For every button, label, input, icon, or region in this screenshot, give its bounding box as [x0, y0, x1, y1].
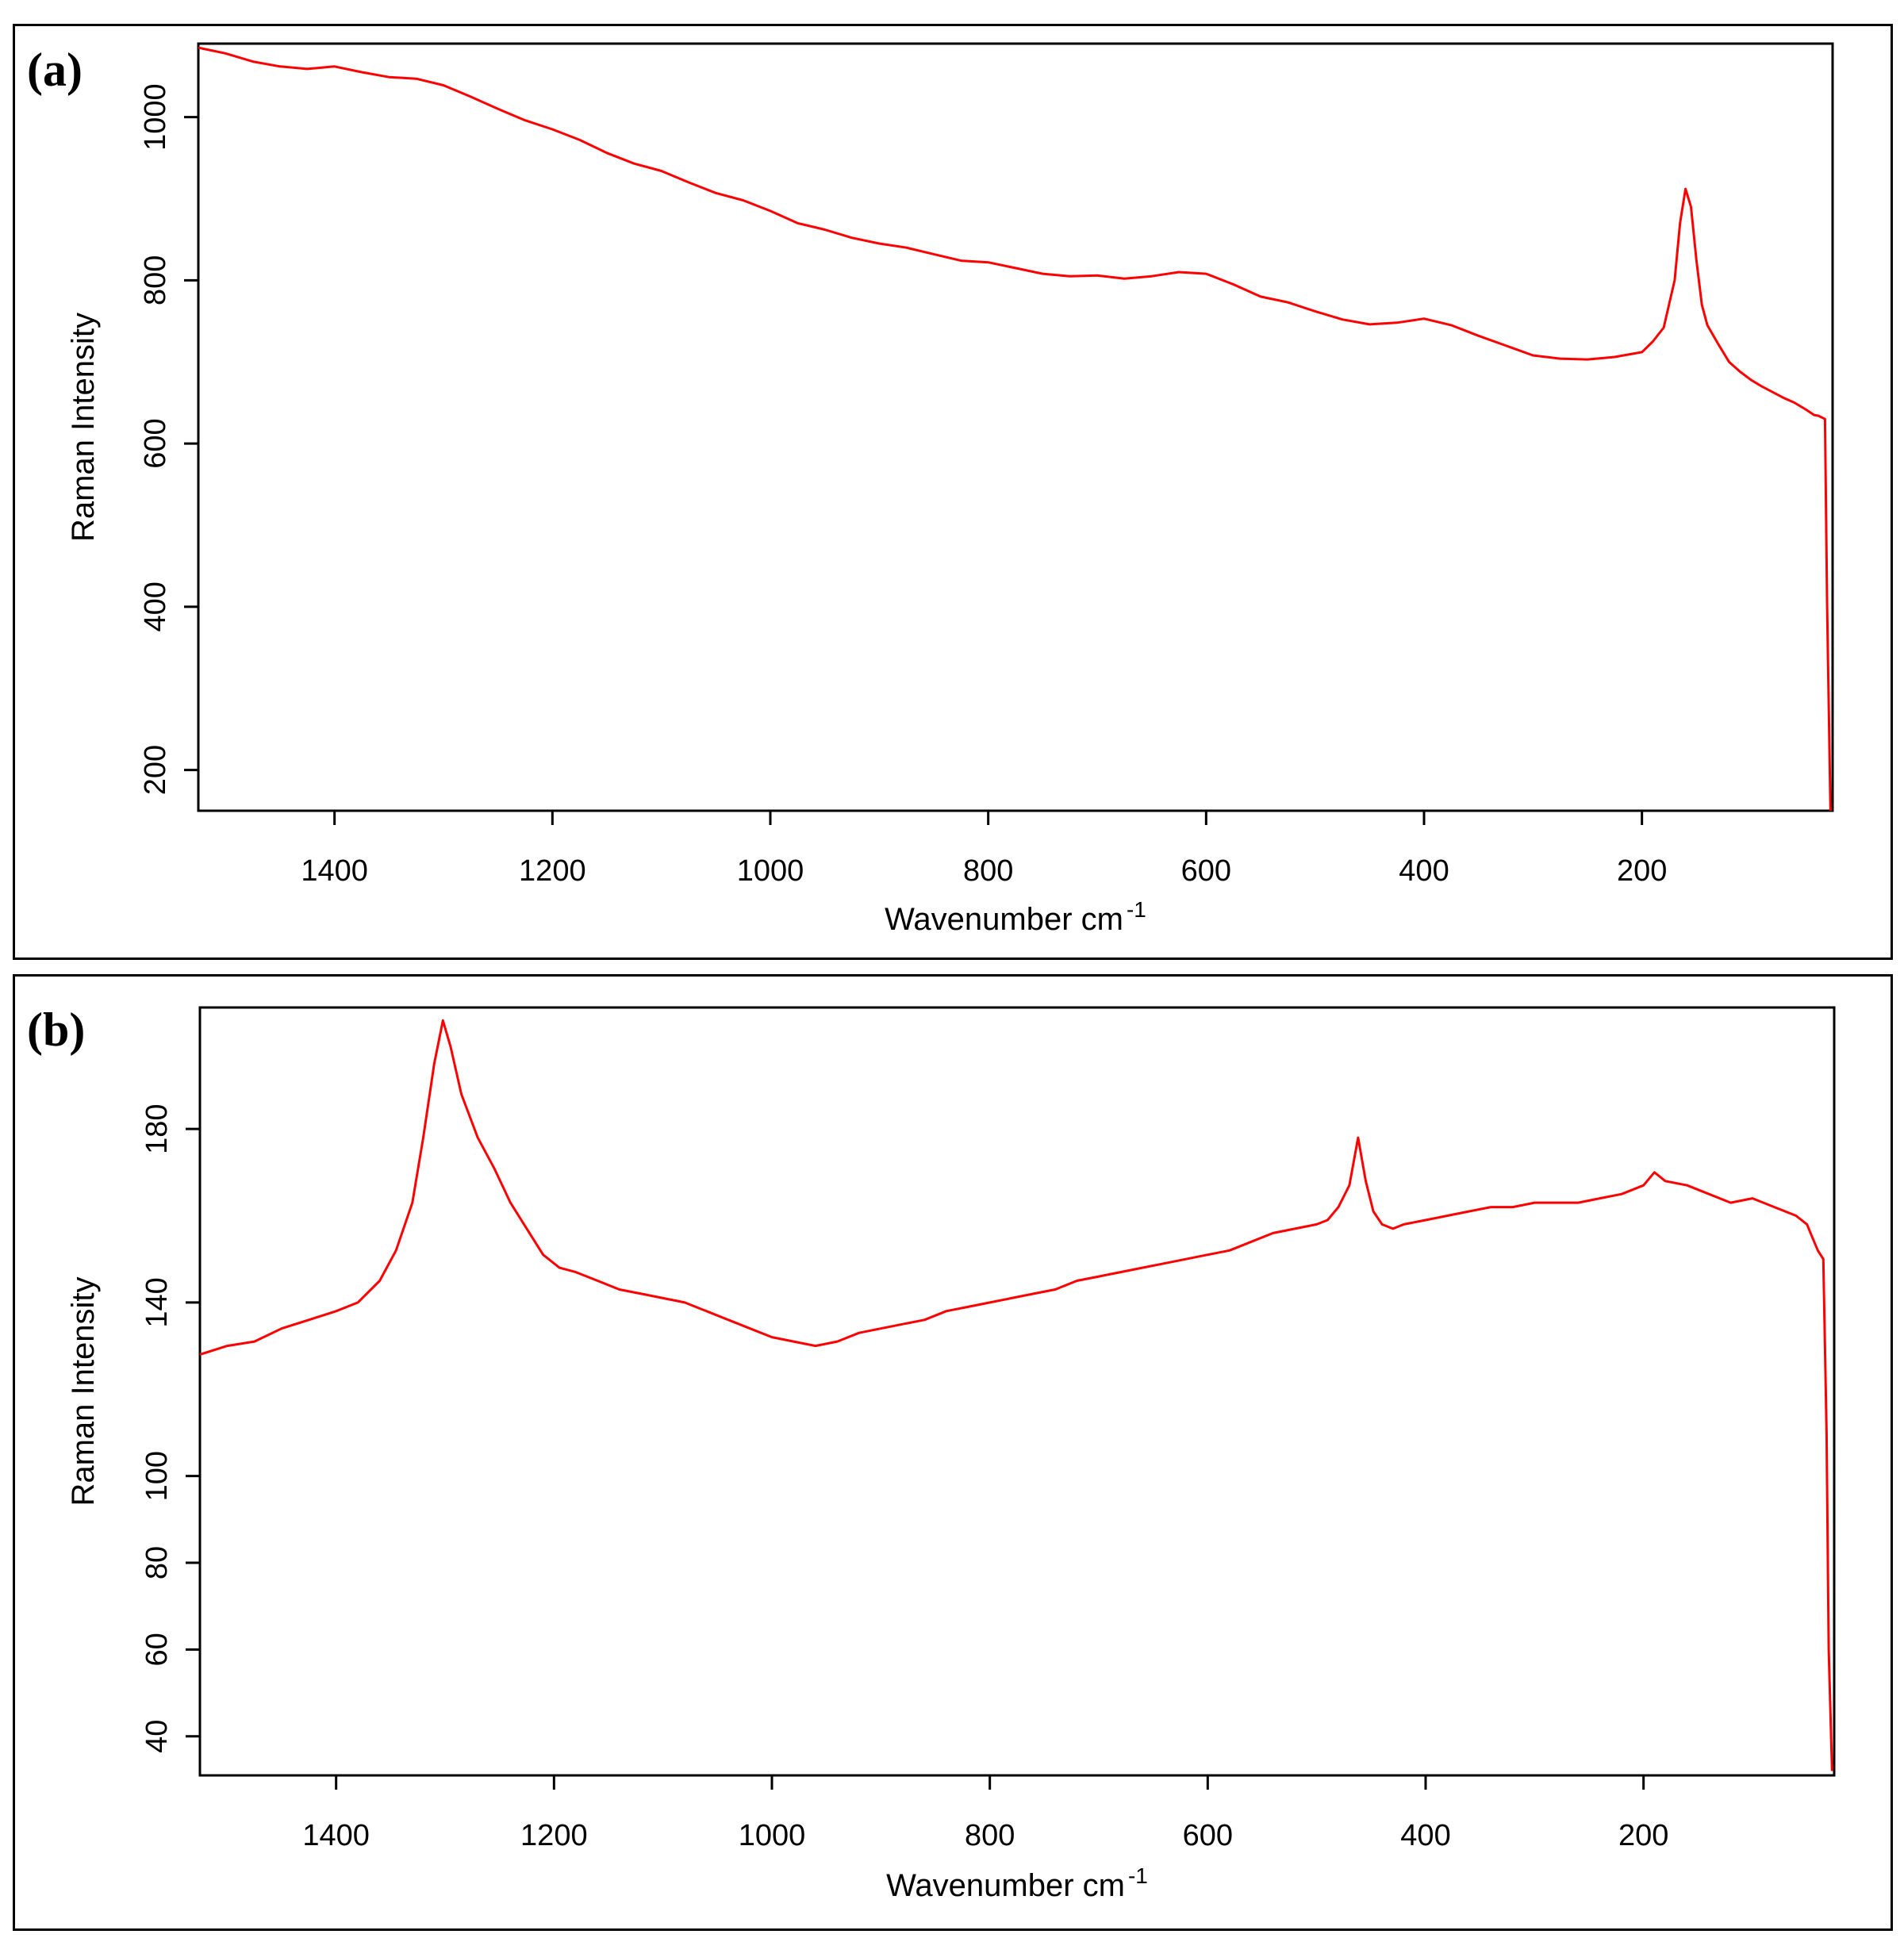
series-line-spectrum-b — [200, 1019, 1833, 1771]
x-tick-label: 800 — [965, 1819, 1015, 1852]
series-line-spectrum-a — [198, 46, 1832, 811]
x-tick-label: 400 — [1399, 854, 1449, 888]
x-tick-label: 200 — [1617, 854, 1667, 888]
x-axis-title-text: Wavenumber cm — [886, 1868, 1125, 1903]
y-tick-label: 60 — [140, 1633, 174, 1666]
y-tick-label: 400 — [139, 581, 172, 631]
y-tick-label: 200 — [139, 745, 172, 795]
x-tick-label: 1000 — [739, 1819, 806, 1852]
x-tick-label: 600 — [1181, 854, 1231, 888]
y-tick-label: 140 — [140, 1277, 174, 1327]
x-tick-label: 1000 — [737, 854, 804, 888]
x-axis-title-superscript: -1 — [1127, 897, 1146, 922]
y-tick-label: 40 — [140, 1720, 174, 1753]
x-tick-label: 1400 — [302, 1819, 370, 1852]
y-tick-label: 1000 — [139, 83, 172, 151]
x-tick-label: 1400 — [301, 854, 368, 888]
y-axis-title: Raman Intensity — [66, 1276, 101, 1506]
plot-area — [198, 1006, 1836, 1777]
x-axis-title: Wavenumber cm -1 — [885, 897, 1146, 937]
panel-label-b: (b) — [27, 1004, 85, 1056]
y-tick-label: 600 — [139, 418, 172, 468]
y-tick-label: 180 — [140, 1103, 174, 1153]
y-tick-label: 80 — [140, 1546, 174, 1579]
y-tick-label: 800 — [139, 255, 172, 305]
panel-a-frame — [13, 24, 1893, 960]
x-tick-label: 400 — [1400, 1819, 1450, 1852]
x-tick-label: 800 — [963, 854, 1013, 888]
panel-b-frame — [13, 974, 1893, 1931]
x-tick-label: 1200 — [520, 1819, 588, 1852]
plot-area — [197, 42, 1834, 812]
y-axis-title: Raman Intensity — [66, 313, 101, 542]
chart-b: 1400 1200 1000 800 600 400 200 40 60 80 100 140 180 W… — [66, 1006, 1836, 1903]
chart-a: 1400 1200 1000 800 600 400 200 200 400 600 800 1000… — [66, 42, 1834, 937]
x-axis-title-superscript: -1 — [1128, 1863, 1148, 1888]
x-tick-label: 1200 — [519, 854, 586, 888]
x-tick-label: 600 — [1183, 1819, 1233, 1852]
x-axis-title: Wavenumber cm -1 — [886, 1863, 1148, 1903]
y-tick-label: 100 — [140, 1451, 174, 1501]
x-tick-label: 200 — [1618, 1819, 1668, 1852]
x-axis-title-text: Wavenumber cm — [885, 902, 1123, 937]
panel-label-a: (a) — [27, 44, 83, 96]
